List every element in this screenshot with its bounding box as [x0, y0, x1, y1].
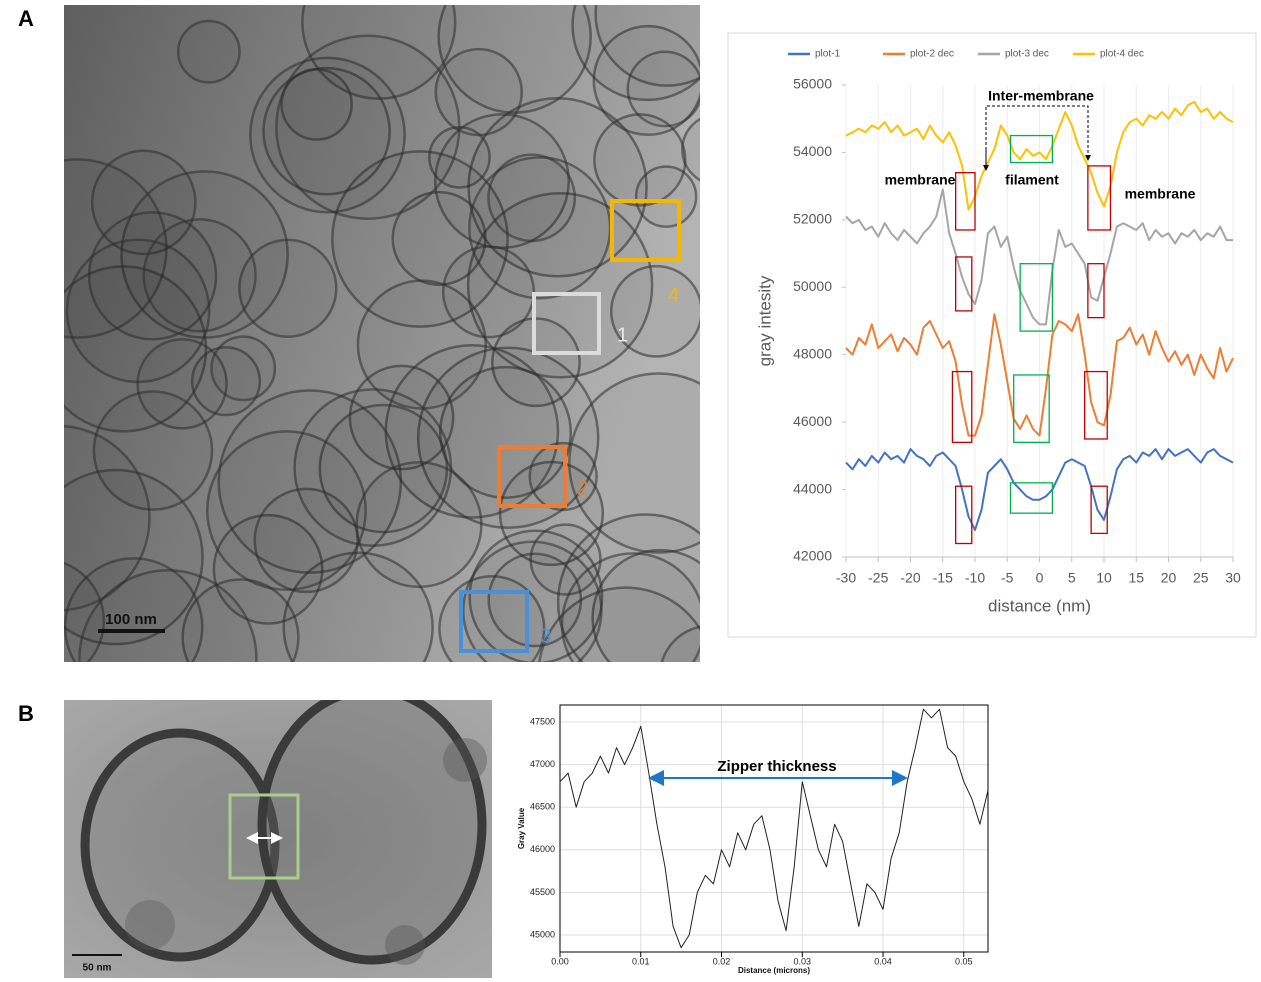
x-tick-label: 0.02 [713, 956, 731, 966]
y-tick-label: 56000 [793, 76, 832, 92]
y-tick-label: 42000 [793, 548, 832, 564]
legend-label: plot-1 [815, 49, 840, 60]
y-tick-label: 45500 [530, 887, 555, 897]
x-tick-label: 0.04 [874, 956, 892, 966]
micrograph-a: 1 2 3 4 100 nm [0, 0, 760, 762]
vesicle [207, 431, 365, 589]
scale-bar-label: 50 nm [83, 963, 112, 974]
x-tick-label: 20 [1161, 570, 1177, 586]
roi-label: 1 [617, 324, 628, 346]
plot-frame [560, 705, 988, 952]
line-series [560, 709, 988, 947]
y-tick-label: 47500 [530, 716, 555, 726]
x-tick-label: -30 [836, 570, 856, 586]
roi-label: 2 [577, 477, 588, 499]
y-tick-label: 46000 [793, 413, 832, 429]
y-tick-label: 50000 [793, 278, 832, 294]
x-tick-label: 5 [1068, 570, 1076, 586]
roi-label: 3 [540, 625, 551, 647]
vesicle [463, 542, 601, 680]
legend-label: plot-4 dec [1100, 49, 1144, 60]
vesicle [178, 21, 239, 82]
x-tick-label: 15 [1128, 570, 1144, 586]
annotation: Inter-membrane [988, 88, 1094, 104]
annotation: membrane [1125, 186, 1196, 202]
vesicle [569, 374, 748, 553]
x-tick-label: 0.03 [793, 956, 811, 966]
annotation: filament [1005, 172, 1059, 188]
annotation: membrane [885, 172, 956, 188]
vesicle [276, 36, 459, 219]
roi-label: 4 [668, 284, 679, 306]
x-tick-label: 30 [1225, 570, 1241, 586]
x-tick-label: 0.00 [551, 956, 569, 966]
x-tick-label: 10 [1096, 570, 1112, 586]
legend-label: plot-2 dec [910, 49, 954, 60]
x-tick-label: -5 [1001, 570, 1014, 586]
vesicle [443, 247, 534, 338]
x-axis-title: distance (nm) [988, 596, 1091, 615]
y-tick-label: 54000 [793, 143, 832, 159]
y-tick-label: 46000 [530, 844, 555, 854]
y-tick-label: 44000 [793, 480, 832, 496]
y-tick-label: 52000 [793, 211, 832, 227]
vesicle [144, 219, 256, 331]
x-tick-label: -20 [900, 570, 920, 586]
x-tick-label: 0.05 [955, 956, 973, 966]
micrograph-b: 50 nm [64, 690, 492, 978]
scale-bar-label: 100 nm [105, 611, 157, 628]
x-tick-label: -10 [965, 570, 985, 586]
y-tick-label: 48000 [793, 345, 832, 361]
x-tick-label: 25 [1193, 570, 1209, 586]
y-tick-label: 45000 [530, 929, 555, 939]
x-tick-label: 0 [1036, 570, 1044, 586]
x-axis-title: Distance (microns) [738, 966, 810, 975]
y-tick-label: 47000 [530, 759, 555, 769]
legend-label: plot-3 dec [1005, 49, 1049, 60]
panel-label: A [18, 6, 34, 31]
x-tick-label: 0.01 [632, 956, 650, 966]
annotation: Zipper thickness [717, 758, 836, 775]
vesicle [212, 337, 275, 400]
y-axis-title: gray intesity [755, 275, 774, 366]
vesicle [488, 155, 574, 241]
vesicle [357, 462, 482, 587]
y-axis-title: Gray Value [517, 807, 526, 849]
panel-label: B [18, 701, 34, 726]
figure: A B 1 2 3 4 100 nm 50 nm 42000 44000 46000… [0, 0, 1261, 982]
y-tick-label: 46500 [530, 802, 555, 812]
x-tick-label: -25 [868, 570, 888, 586]
x-tick-label: -15 [933, 570, 953, 586]
